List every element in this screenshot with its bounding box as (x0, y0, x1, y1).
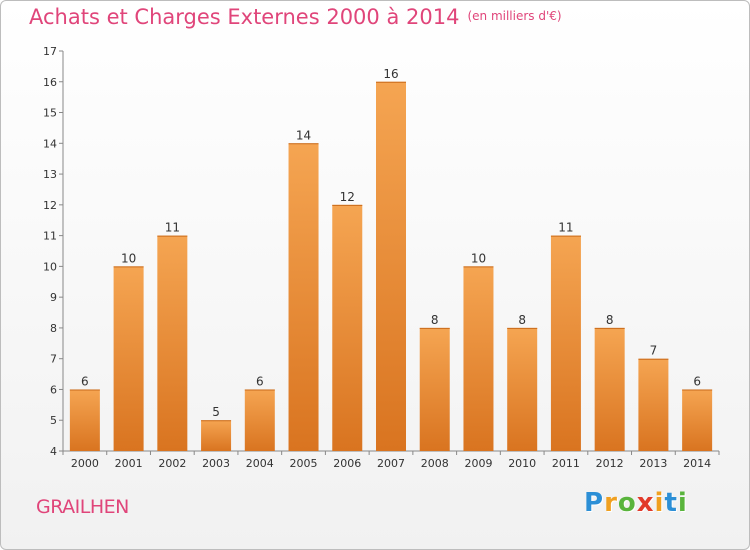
x-tick-label: 2011 (552, 457, 580, 470)
logo-letter: o (617, 488, 637, 518)
y-tick-label: 5 (50, 414, 57, 427)
bar-2003 (201, 420, 232, 451)
y-tick-label: 11 (43, 230, 57, 243)
bar-2014 (682, 389, 713, 451)
x-tick-label: 2000 (71, 457, 99, 470)
logo-letter: i (654, 488, 665, 518)
bar-2007 (376, 81, 406, 452)
bar-value-label: 6 (256, 374, 264, 388)
bar-value-label: 6 (693, 374, 701, 388)
y-tick-label: 6 (50, 383, 57, 396)
x-tick-label: 2010 (508, 457, 536, 470)
bar-2009 (463, 266, 494, 451)
logo-letter: x (636, 488, 655, 518)
y-tick-label: 12 (43, 199, 57, 212)
x-tick-label: 2005 (290, 457, 318, 470)
bar-value-label: 6 (81, 374, 89, 388)
bar-2005 (288, 143, 319, 452)
x-tick-label: 2001 (115, 457, 143, 470)
logo-letter: t (664, 488, 678, 518)
place-name: GRAILHEN (36, 496, 129, 518)
x-tick-label: 2003 (202, 457, 230, 470)
bar-2010 (507, 327, 538, 451)
y-tick-label: 10 (43, 260, 57, 273)
bar-2008 (419, 327, 450, 451)
y-tick-label: 16 (43, 76, 57, 89)
bar-value-label: 11 (165, 221, 180, 235)
y-tick-label: 7 (50, 353, 57, 366)
y-tick-label: 9 (50, 291, 57, 304)
bar-2004 (244, 389, 275, 451)
chart-subtitle: (en milliers d'€) (467, 9, 562, 23)
y-tick-label: 17 (43, 45, 57, 58)
x-tick-label: 2012 (596, 457, 624, 470)
bar-value-label: 8 (518, 313, 526, 327)
chart-title: Achats et Charges Externes 2000 à 2014 (e… (29, 5, 562, 29)
x-tick-label: 2009 (464, 457, 492, 470)
bar-value-label: 8 (431, 313, 439, 327)
bar-2013 (638, 358, 669, 451)
x-tick-label: 2013 (639, 457, 667, 470)
bars: 6 10 11 5 6 14 12 16 8 10 8 11 8 7 6 (69, 67, 713, 452)
proxiti-logo: Proxiti (584, 488, 688, 518)
x-tick-label: 2008 (421, 457, 449, 470)
logo-letter: r (604, 488, 618, 518)
bar-value-label: 10 (121, 251, 136, 265)
bar-value-label: 5 (212, 405, 220, 419)
y-tick-label: 4 (50, 445, 57, 458)
x-tick-label: 2006 (333, 457, 361, 470)
x-tick-label: 2007 (377, 457, 405, 470)
y-tick-label: 14 (43, 137, 57, 150)
x-tick-label: 2004 (246, 457, 274, 470)
bar-value-label: 14 (296, 128, 311, 142)
bar-value-label: 10 (471, 251, 486, 265)
x-tick-label: 2002 (158, 457, 186, 470)
bar-value-label: 8 (606, 313, 614, 327)
bar-2001 (113, 266, 144, 451)
bar-2002 (157, 235, 188, 451)
bar-2012 (594, 327, 625, 451)
bar-value-label: 7 (650, 344, 658, 358)
logo-letter: P (584, 488, 605, 518)
axes: 4 5 6 7 8 9 10 11 12 13 14 15 16 17 2000 2001 2002 2003 20… (43, 45, 720, 470)
y-tick-label: 8 (50, 322, 57, 335)
bar-value-label: 12 (340, 190, 355, 204)
x-tick-label: 2014 (683, 457, 711, 470)
bar-value-label: 16 (383, 67, 398, 81)
logo-letter: i (677, 488, 688, 518)
bar-2006 (332, 204, 363, 451)
y-tick-label: 15 (43, 107, 57, 120)
bar-2011 (550, 235, 581, 451)
bar-value-label: 11 (558, 221, 573, 235)
y-tick-label: 13 (43, 168, 57, 181)
bar-2000 (69, 389, 100, 451)
